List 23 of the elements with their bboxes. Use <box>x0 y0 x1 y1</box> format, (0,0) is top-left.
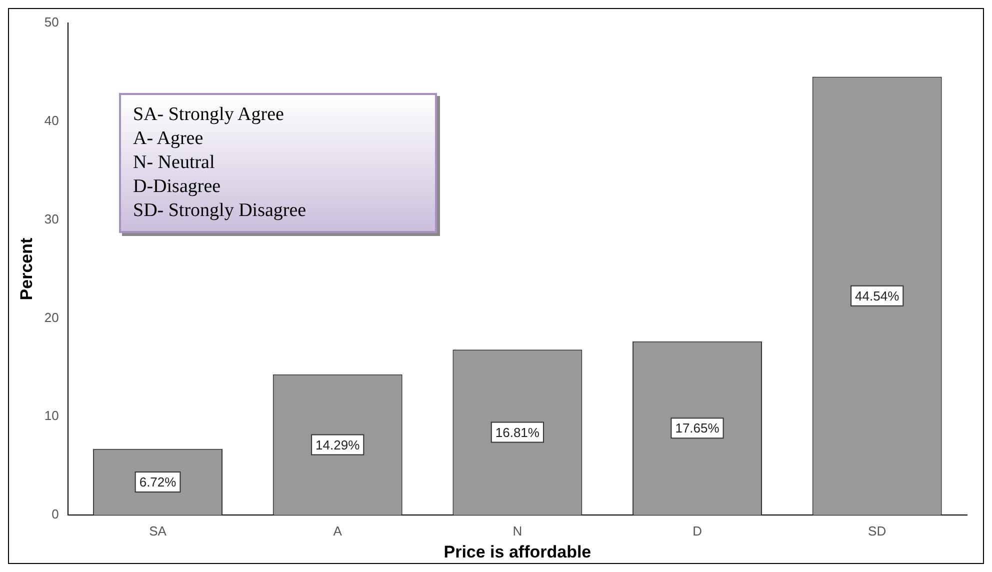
y-tick-label: 30 <box>44 211 59 226</box>
y-tick-label: 50 <box>44 14 59 30</box>
data-label: 14.29% <box>316 437 360 452</box>
x-tick-label: N <box>512 523 522 538</box>
x-axis-title: Price is affordable <box>444 542 592 562</box>
y-tick-label: 10 <box>44 408 59 424</box>
y-tick-label: 0 <box>52 506 59 522</box>
annotation: A- Agree <box>133 127 204 151</box>
data-label: 16.81% <box>495 424 540 440</box>
data-label: 44.54% <box>855 288 900 304</box>
x-tick-label: SA <box>149 523 167 538</box>
y-axis-title: Percent <box>16 237 36 300</box>
data-label: 17.65% <box>675 420 720 436</box>
annotation: N- Neutral <box>133 151 216 175</box>
y-tick-label: 40 <box>44 112 59 128</box>
annotation: D-Disagree <box>133 175 222 199</box>
annotation: SD- Strongly Disagree <box>133 199 308 223</box>
data-label: 6.72% <box>139 474 177 490</box>
x-tick-label: SD <box>868 523 886 538</box>
annotation: SA- Strongly Agree <box>133 103 285 127</box>
x-tick-label: A <box>333 523 342 538</box>
x-tick-label: D <box>692 523 702 538</box>
y-tick-label: 20 <box>44 310 59 325</box>
